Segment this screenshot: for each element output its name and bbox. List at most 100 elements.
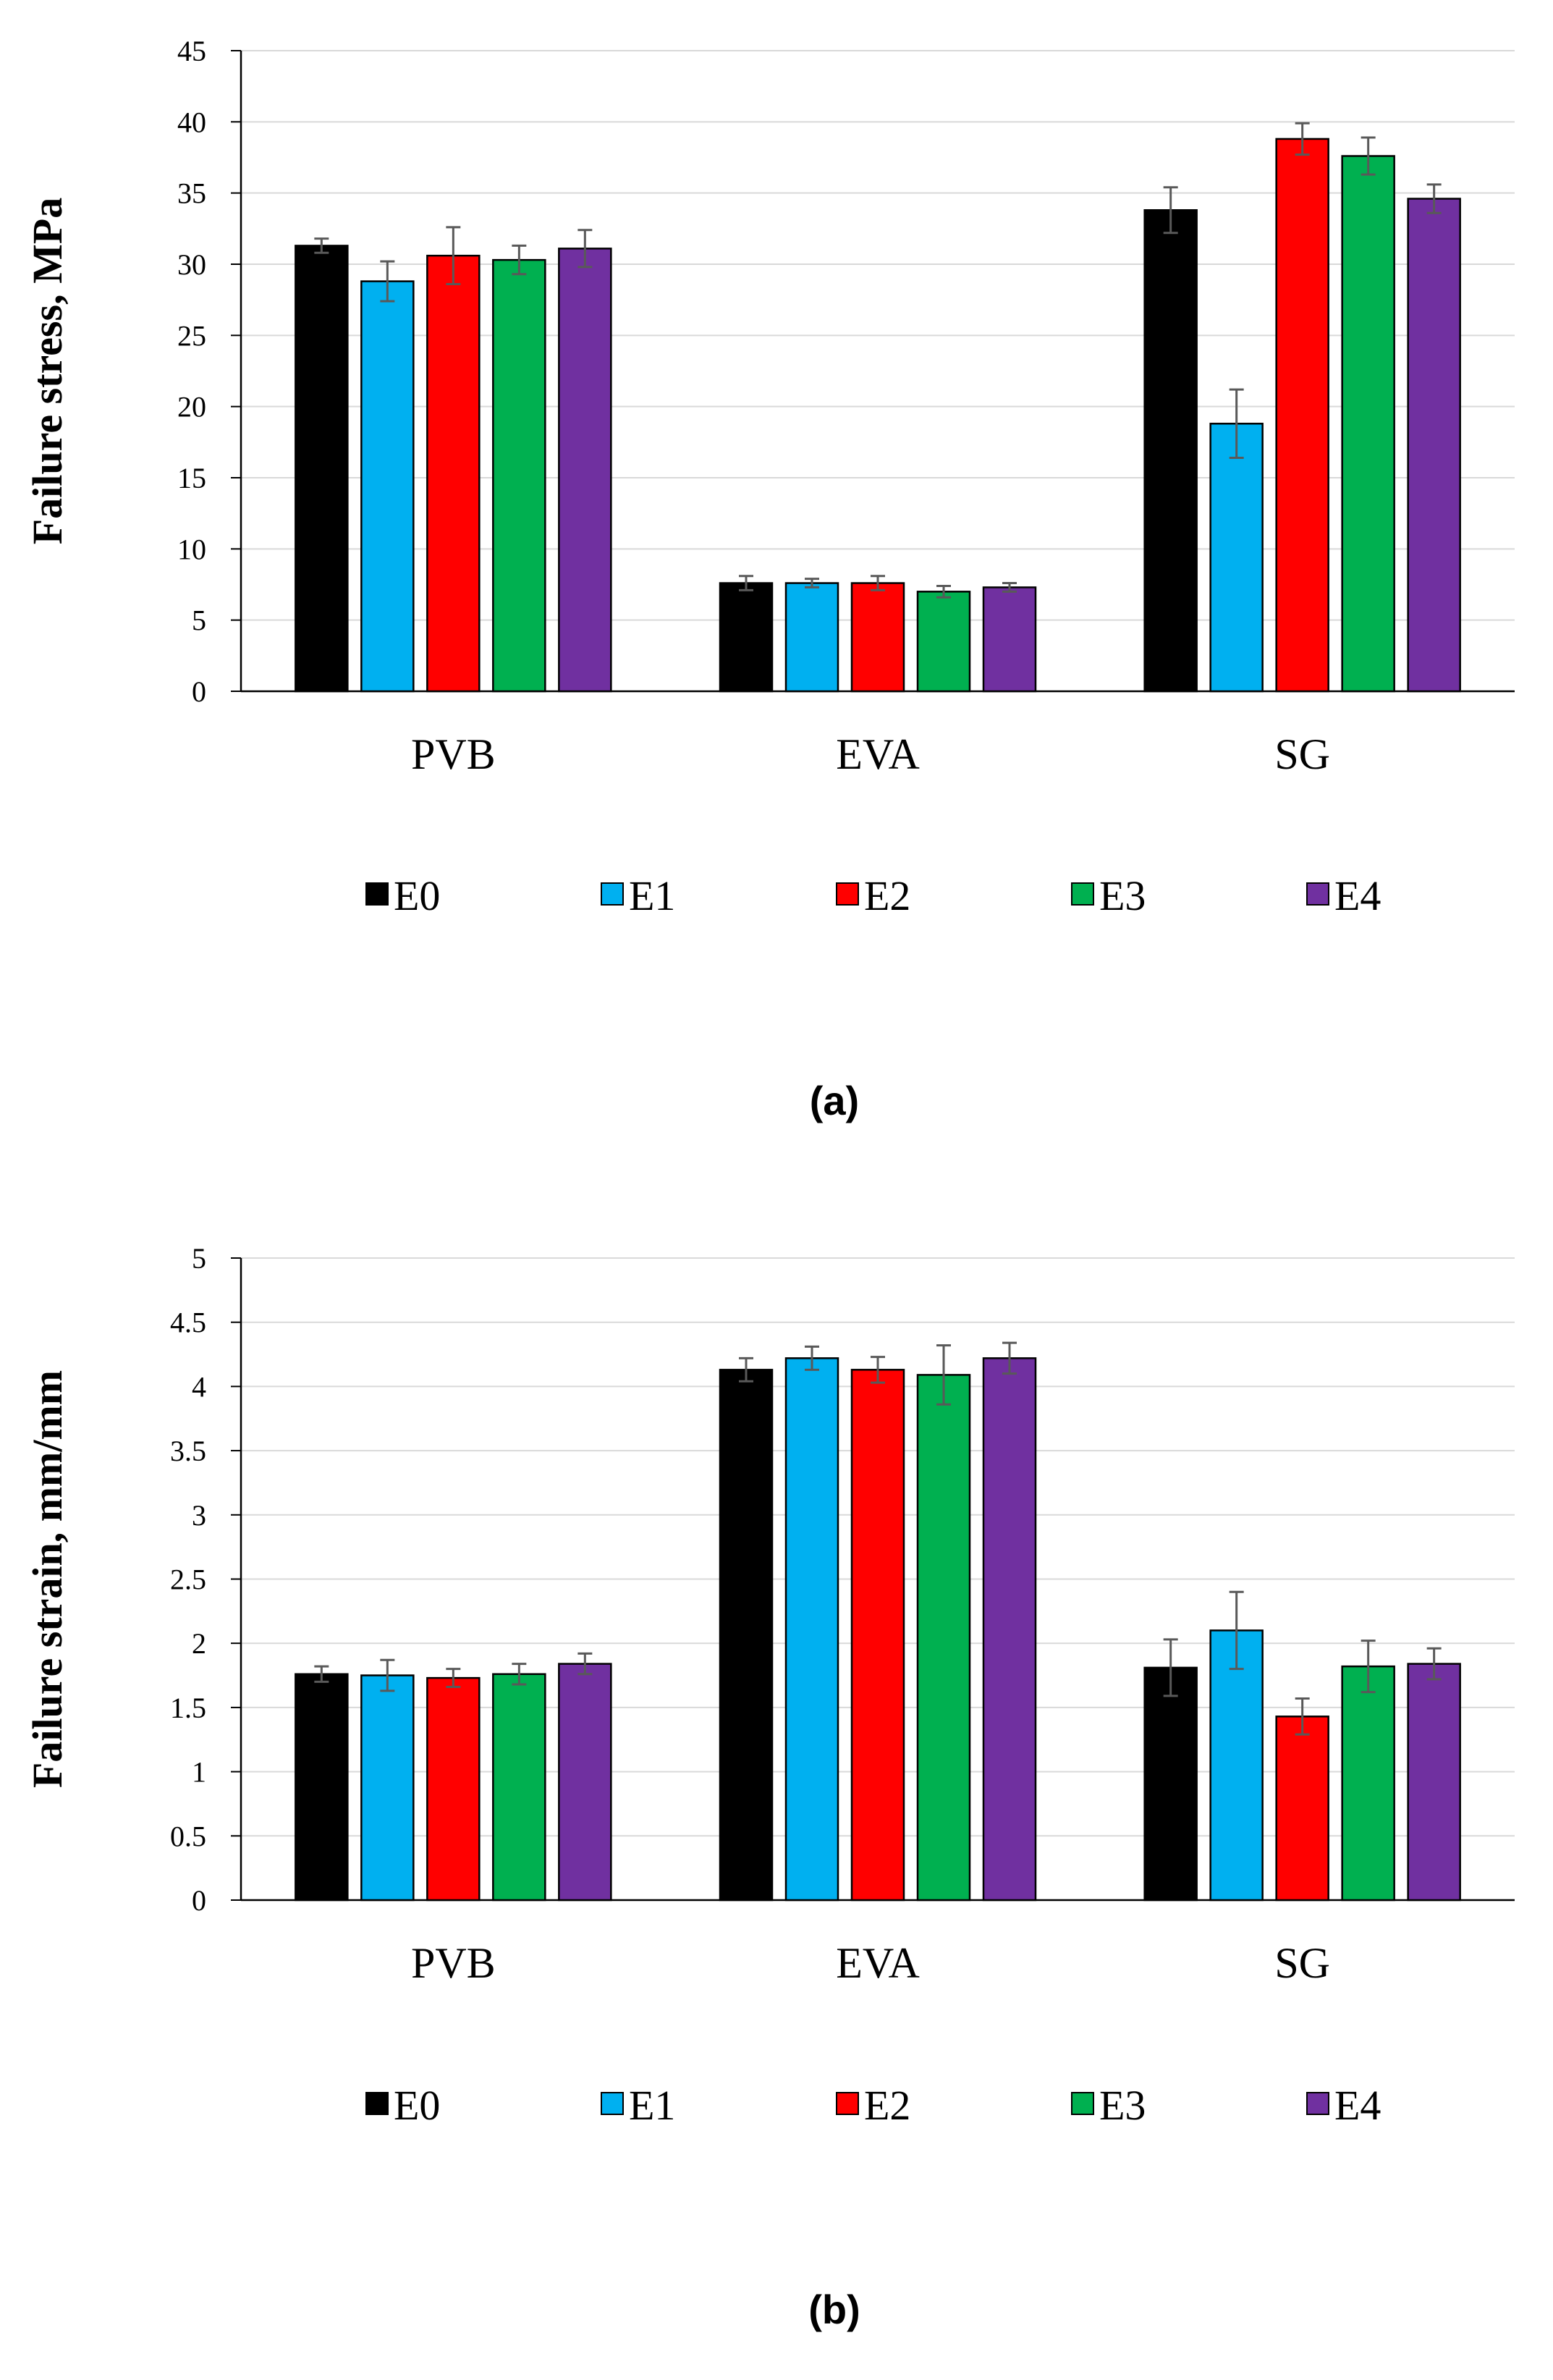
strain-legend-item-e4: E4 — [1306, 2082, 1381, 2129]
stress-bar-pvb-e4 — [558, 248, 612, 693]
strain-bar-pvb-e1 — [360, 1674, 415, 1902]
strain-error-bar-eva-e2 — [871, 1356, 885, 1384]
strain-bar-pvb-e4 — [558, 1663, 612, 1902]
strain-bar-pvb-e3 — [492, 1673, 546, 1902]
stress-error-bar-eva-e2 — [871, 575, 885, 591]
strain-bar-eva-e2 — [850, 1369, 905, 1902]
stress-y-axis-title: Failure stress, MPa — [24, 198, 71, 545]
strain-y-tick-label: 3.5 — [170, 1435, 206, 1467]
strain-error-bar-pvb-e3 — [512, 1663, 527, 1686]
stress-error-bar-pvb-e2 — [446, 226, 461, 286]
strain-category-label: PVB — [411, 1939, 496, 1987]
strain-legend-item-e3: E3 — [1071, 2082, 1146, 2129]
stress-category-label: SG — [1274, 730, 1330, 778]
strain-legend-label: E4 — [1334, 2082, 1381, 2129]
stress-legend-item-e3: E3 — [1071, 872, 1146, 919]
stress-y-tick-label: 35 — [177, 177, 206, 210]
stress-error-bar-sg-e2 — [1295, 122, 1310, 156]
strain-legend-label: E0 — [394, 2082, 440, 2129]
stress-y-tick-label: 0 — [192, 675, 206, 708]
strain-y-tick-label: 3 — [192, 1499, 206, 1532]
strain-legend-swatch — [1071, 2092, 1094, 2115]
strain-legend-item-e0: E0 — [365, 2082, 440, 2129]
stress-legend-item-e2: E2 — [836, 872, 910, 919]
strain-error-bar-eva-e4 — [1002, 1341, 1017, 1375]
strain-error-bar-sg-e0 — [1163, 1638, 1178, 1697]
strain-y-tick-label: 2.5 — [170, 1564, 206, 1596]
strain-bar-pvb-e2 — [426, 1676, 481, 1902]
strain-y-tick-label: 1 — [192, 1756, 206, 1789]
stress-legend-swatch — [1071, 882, 1094, 906]
strain-legend-label: E3 — [1099, 2082, 1146, 2129]
strain-y-axis-title: Failure strain, mm/mm — [24, 1370, 71, 1788]
strain-error-bar-sg-e2 — [1295, 1697, 1310, 1736]
stress-bar-eva-e4 — [982, 586, 1037, 693]
strain-y-tick-label: 2 — [192, 1627, 206, 1660]
stress-error-bar-pvb-e1 — [380, 260, 395, 303]
stress-bar-eva-e1 — [784, 582, 839, 693]
strain-bar-sg-e0 — [1143, 1666, 1198, 1902]
stress-bar-eva-e3 — [916, 591, 971, 693]
stress-legend-swatch — [365, 882, 389, 906]
stress-y-tick-label: 45 — [177, 35, 206, 67]
stress-bar-eva-e2 — [850, 582, 905, 693]
stress-bar-sg-e0 — [1143, 209, 1198, 693]
stress-bar-eva-e0 — [719, 582, 774, 693]
stress-category-label: EVA — [836, 730, 920, 778]
stress-error-bar-sg-e1 — [1229, 388, 1244, 459]
stress-error-bar-pvb-e0 — [314, 237, 329, 254]
panel-a-failure-stress-chart: 0 5 10 15 20 25 30 35 40 45 PVB EVA SG E0 E1 E2 E3 E4 Fail… — [24, 35, 1515, 1123]
stress-y-tick-label: 25 — [177, 319, 206, 352]
strain-error-bar-eva-e0 — [739, 1356, 753, 1383]
strain-bar-eva-e0 — [719, 1369, 774, 1902]
strain-legend-item-e2: E2 — [836, 2082, 910, 2129]
stress-bar-pvb-e2 — [426, 254, 481, 693]
stress-y-tick-label: 10 — [177, 533, 206, 565]
stress-legend-label: E0 — [394, 872, 440, 919]
strain-error-bar-sg-e4 — [1426, 1647, 1442, 1681]
stress-bar-pvb-e3 — [492, 258, 546, 693]
stress-bar-sg-e2 — [1275, 138, 1329, 693]
stress-legend-swatch — [1306, 882, 1329, 906]
strain-error-bar-pvb-e4 — [577, 1652, 593, 1676]
stress-legend-label: E1 — [629, 872, 675, 919]
stress-bar-sg-e1 — [1209, 423, 1264, 693]
strain-legend-label: E2 — [864, 2082, 910, 2129]
stress-y-tick-label: 40 — [177, 106, 206, 138]
strain-error-bar-pvb-e2 — [446, 1668, 461, 1689]
stress-error-bar-sg-e3 — [1361, 136, 1376, 176]
stress-error-bar-eva-e0 — [739, 575, 753, 591]
stress-legend-label: E2 — [864, 872, 910, 919]
strain-bar-sg-e3 — [1341, 1665, 1395, 1902]
strain-legend-swatch — [836, 2092, 859, 2115]
stress-bar-pvb-e1 — [360, 280, 415, 693]
strain-bar-pvb-e0 — [295, 1673, 349, 1902]
stress-y-tick-label: 15 — [177, 462, 206, 494]
stress-legend-swatch — [601, 882, 624, 906]
stress-bar-sg-e4 — [1407, 198, 1461, 693]
strain-bar-sg-e4 — [1407, 1663, 1461, 1902]
strain-legend-item-e1: E1 — [601, 2082, 675, 2129]
strain-y-tick-label: 4.5 — [170, 1307, 206, 1339]
strain-bar-sg-e2 — [1275, 1716, 1329, 1902]
stress-error-bar-eva-e3 — [936, 584, 951, 599]
strain-bar-eva-e1 — [784, 1357, 839, 1902]
strain-legend-label: E1 — [629, 2082, 675, 2129]
strain-y-tick-label: 1.5 — [170, 1692, 206, 1724]
stress-error-bar-pvb-e3 — [512, 244, 527, 276]
stress-legend-item-e0: E0 — [365, 872, 440, 919]
strain-legend-swatch — [1306, 2092, 1329, 2115]
stress-legend-item-e4: E4 — [1306, 872, 1381, 919]
stress-bar-sg-e3 — [1341, 155, 1395, 693]
strain-y-tick-label: 0.5 — [170, 1820, 206, 1852]
strain-y-tick-label: 5 — [192, 1242, 206, 1275]
strain-category-label: SG — [1274, 1939, 1330, 1987]
strain-error-bar-pvb-e0 — [314, 1665, 329, 1683]
strain-error-bar-pvb-e1 — [380, 1658, 395, 1692]
stress-error-bar-eva-e4 — [1002, 582, 1017, 593]
stress-bar-pvb-e0 — [295, 245, 349, 693]
strain-error-bar-sg-e3 — [1361, 1640, 1376, 1694]
strain-category-label: EVA — [836, 1939, 920, 1987]
stress-legend-label: E3 — [1099, 872, 1146, 919]
